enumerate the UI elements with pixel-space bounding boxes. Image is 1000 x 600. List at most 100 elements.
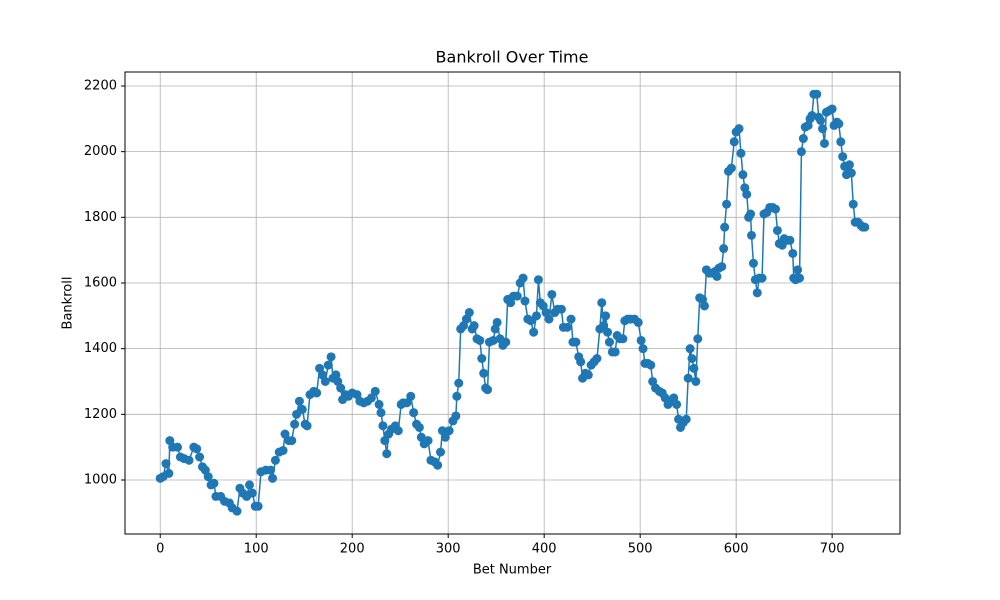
data-point xyxy=(689,363,699,373)
x-tick-label: 600 xyxy=(724,542,749,557)
data-point xyxy=(566,314,576,324)
data-point xyxy=(618,334,628,344)
data-point xyxy=(819,138,829,148)
data-point xyxy=(646,360,656,370)
data-point xyxy=(772,225,782,235)
data-point xyxy=(838,152,848,162)
axes-frame xyxy=(124,71,901,535)
data-point xyxy=(719,244,729,254)
data-point xyxy=(483,385,493,395)
data-point xyxy=(382,449,392,459)
data-point xyxy=(423,436,433,446)
data-point xyxy=(253,501,263,511)
data-point xyxy=(771,204,781,214)
data-point xyxy=(597,298,607,308)
data-point xyxy=(599,321,609,331)
data-point xyxy=(195,452,205,462)
data-point xyxy=(603,327,613,337)
data-point xyxy=(479,368,489,378)
x-tick-label: 0 xyxy=(156,542,164,557)
y-tick-label: 1400 xyxy=(84,341,117,356)
data-point xyxy=(270,455,280,465)
data-point xyxy=(793,265,803,275)
data-point xyxy=(402,398,412,408)
data-point xyxy=(280,429,290,439)
grid xyxy=(125,72,900,534)
data-point xyxy=(533,275,543,285)
data-point xyxy=(492,317,502,327)
data-point xyxy=(683,373,693,383)
data-point xyxy=(209,478,219,488)
data-point xyxy=(244,480,254,490)
data-point xyxy=(440,432,450,442)
data-point xyxy=(531,311,541,321)
data-point xyxy=(712,271,722,281)
data-point xyxy=(452,391,462,401)
data-point xyxy=(326,352,336,362)
y-axis-label: Bankroll xyxy=(61,277,76,330)
data-point xyxy=(444,426,454,436)
data-point xyxy=(297,404,307,414)
data-point xyxy=(836,137,846,147)
data-point xyxy=(184,455,194,465)
data-point xyxy=(547,289,557,299)
data-point xyxy=(746,209,756,219)
data-point xyxy=(798,134,808,144)
data-point xyxy=(576,357,586,367)
data-point xyxy=(610,347,620,357)
data-point xyxy=(795,273,805,283)
data-point xyxy=(266,465,276,475)
data-point xyxy=(571,337,581,347)
data-point xyxy=(409,408,419,418)
y-tick-label: 1000 xyxy=(84,472,117,487)
data-point xyxy=(376,408,386,418)
data-point xyxy=(736,148,746,158)
data-point xyxy=(374,399,384,409)
data-point xyxy=(699,301,709,311)
x-tick-label: 400 xyxy=(532,542,557,557)
data-point xyxy=(816,115,826,125)
data-point xyxy=(518,273,528,283)
y-tick-label: 1200 xyxy=(84,407,117,422)
data-point xyxy=(393,426,403,436)
data-point xyxy=(488,335,498,345)
data-point xyxy=(846,168,856,178)
data-point xyxy=(827,104,837,114)
data-point xyxy=(164,468,174,478)
data-point xyxy=(556,304,566,314)
data-point xyxy=(720,222,730,232)
data-point xyxy=(278,445,288,455)
data-point xyxy=(161,459,171,469)
data-point xyxy=(469,321,479,331)
data-point xyxy=(232,506,242,516)
data-point xyxy=(685,344,695,354)
data-point xyxy=(601,311,611,321)
plot-area xyxy=(155,89,870,516)
data-point xyxy=(844,160,854,170)
y-tick-label: 2000 xyxy=(84,144,117,159)
data-point xyxy=(323,360,333,370)
data-point xyxy=(529,327,539,337)
data-point xyxy=(592,354,602,364)
data-point xyxy=(520,296,530,306)
data-point xyxy=(287,436,297,446)
data-point xyxy=(848,199,858,209)
y-tick-label: 1600 xyxy=(84,275,117,290)
data-point xyxy=(562,322,572,332)
data-point xyxy=(247,488,257,498)
data-point xyxy=(834,119,844,129)
data-point xyxy=(406,391,416,401)
data-point xyxy=(436,447,446,457)
data-point xyxy=(722,199,732,209)
data-point xyxy=(717,262,727,272)
data-point xyxy=(687,354,697,364)
data-point xyxy=(672,399,682,409)
data-point xyxy=(747,230,757,240)
data-point xyxy=(370,386,380,396)
data-point xyxy=(636,335,646,345)
data-point xyxy=(734,124,744,134)
data-point xyxy=(738,170,748,180)
x-tick-label: 300 xyxy=(436,542,461,557)
data-point xyxy=(290,419,300,429)
